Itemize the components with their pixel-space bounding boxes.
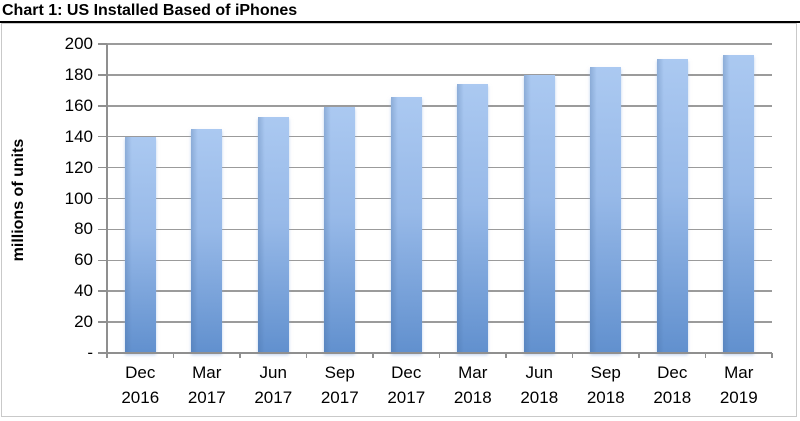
bar-slot — [240, 44, 307, 353]
bar-slot — [639, 44, 706, 353]
y-tick-label: 80 — [74, 219, 93, 239]
x-category-label: Mar 2018 — [453, 363, 492, 407]
gridline — [107, 259, 772, 262]
gridline — [107, 228, 772, 231]
gridline — [107, 74, 772, 76]
x-axis-tick — [505, 353, 507, 358]
bar-slot — [307, 44, 374, 353]
y-axis-tick — [98, 321, 107, 323]
bars-layer — [107, 44, 772, 353]
bar — [257, 116, 289, 353]
gridline — [107, 321, 772, 323]
bar-slot — [506, 44, 573, 353]
bar-slot — [573, 44, 640, 353]
bar-slot — [373, 44, 440, 353]
x-axis-tick — [372, 353, 374, 358]
x-axis-tick — [571, 353, 574, 358]
x-category-label: Sep 2018 — [586, 363, 625, 407]
y-tick-label: 180 — [64, 64, 93, 84]
x-axis-labels: Dec 2016 Mar 2017 Jun 2017 Sep 2017 Dec 2017 Mar 20… — [107, 360, 772, 410]
x-axis-tick — [771, 353, 773, 358]
x-axis-tick — [305, 353, 308, 358]
y-tick-label: 20 — [74, 312, 93, 332]
y-axis-tick — [98, 43, 107, 45]
gridline — [107, 43, 772, 45]
y-tick-label: 40 — [74, 281, 93, 301]
chart-title: Chart 1: US Installed Based of iPhones — [2, 2, 298, 19]
x-axis-tick — [106, 353, 108, 358]
y-tick-label: - — [87, 343, 93, 362]
y-tick-label: 140 — [64, 126, 93, 146]
bar-slot — [174, 44, 241, 353]
bar — [457, 84, 489, 353]
x-axis-tick — [172, 353, 175, 358]
y-axis-tick — [98, 105, 107, 107]
x-category-label: Dec 2017 — [387, 363, 426, 407]
x-category-label: Sep 2017 — [320, 363, 359, 407]
x-category-label: Mar 2019 — [719, 363, 758, 407]
y-axis-tick — [98, 228, 107, 231]
y-axis-tick — [98, 352, 107, 354]
gridline — [107, 197, 772, 200]
x-category-label: Mar 2017 — [187, 363, 226, 407]
bar — [324, 107, 356, 353]
y-axis-tick — [98, 197, 107, 200]
x-category-label: Jun 2017 — [254, 363, 293, 407]
bar-slot — [706, 44, 773, 353]
x-axis-tick — [239, 353, 241, 358]
bar — [390, 96, 422, 353]
y-axis-tick — [98, 166, 107, 169]
y-axis-tick — [98, 259, 107, 262]
bar-slot — [440, 44, 507, 353]
bar — [656, 59, 688, 353]
bar — [723, 54, 755, 353]
x-axis-tick — [704, 353, 707, 358]
y-tick-label: 120 — [64, 157, 93, 177]
y-axis-tick — [98, 290, 107, 292]
x-axis-line — [107, 352, 772, 354]
bar-slot — [107, 44, 174, 353]
gridline — [107, 290, 772, 292]
y-axis-tick — [98, 74, 107, 76]
y-tick-label: 160 — [64, 95, 93, 115]
y-tick-label: 200 — [64, 34, 93, 53]
chart-frame — [1, 23, 797, 417]
bar — [590, 67, 622, 353]
x-axis-tick — [638, 353, 640, 358]
y-tick-label: 60 — [74, 250, 93, 270]
bar — [523, 74, 555, 353]
plot-area — [98, 43, 773, 358]
x-category-label: Dec 2018 — [653, 363, 692, 407]
bar — [124, 136, 156, 353]
x-axis-tick — [438, 353, 441, 358]
title-underline-rule — [0, 21, 800, 23]
gridline — [107, 135, 772, 138]
gridline — [107, 166, 772, 169]
y-tick-label: 100 — [64, 188, 93, 208]
x-category-label: Jun 2018 — [520, 363, 559, 407]
y-axis-line — [106, 44, 108, 353]
bar — [191, 128, 223, 353]
gridline — [107, 105, 772, 107]
y-axis-tick — [98, 135, 107, 138]
y-axis-tick-labels: - 20 40 60 80 100 120 140 160 180 200 — [0, 35, 93, 362]
x-category-label: Dec 2016 — [121, 363, 160, 407]
